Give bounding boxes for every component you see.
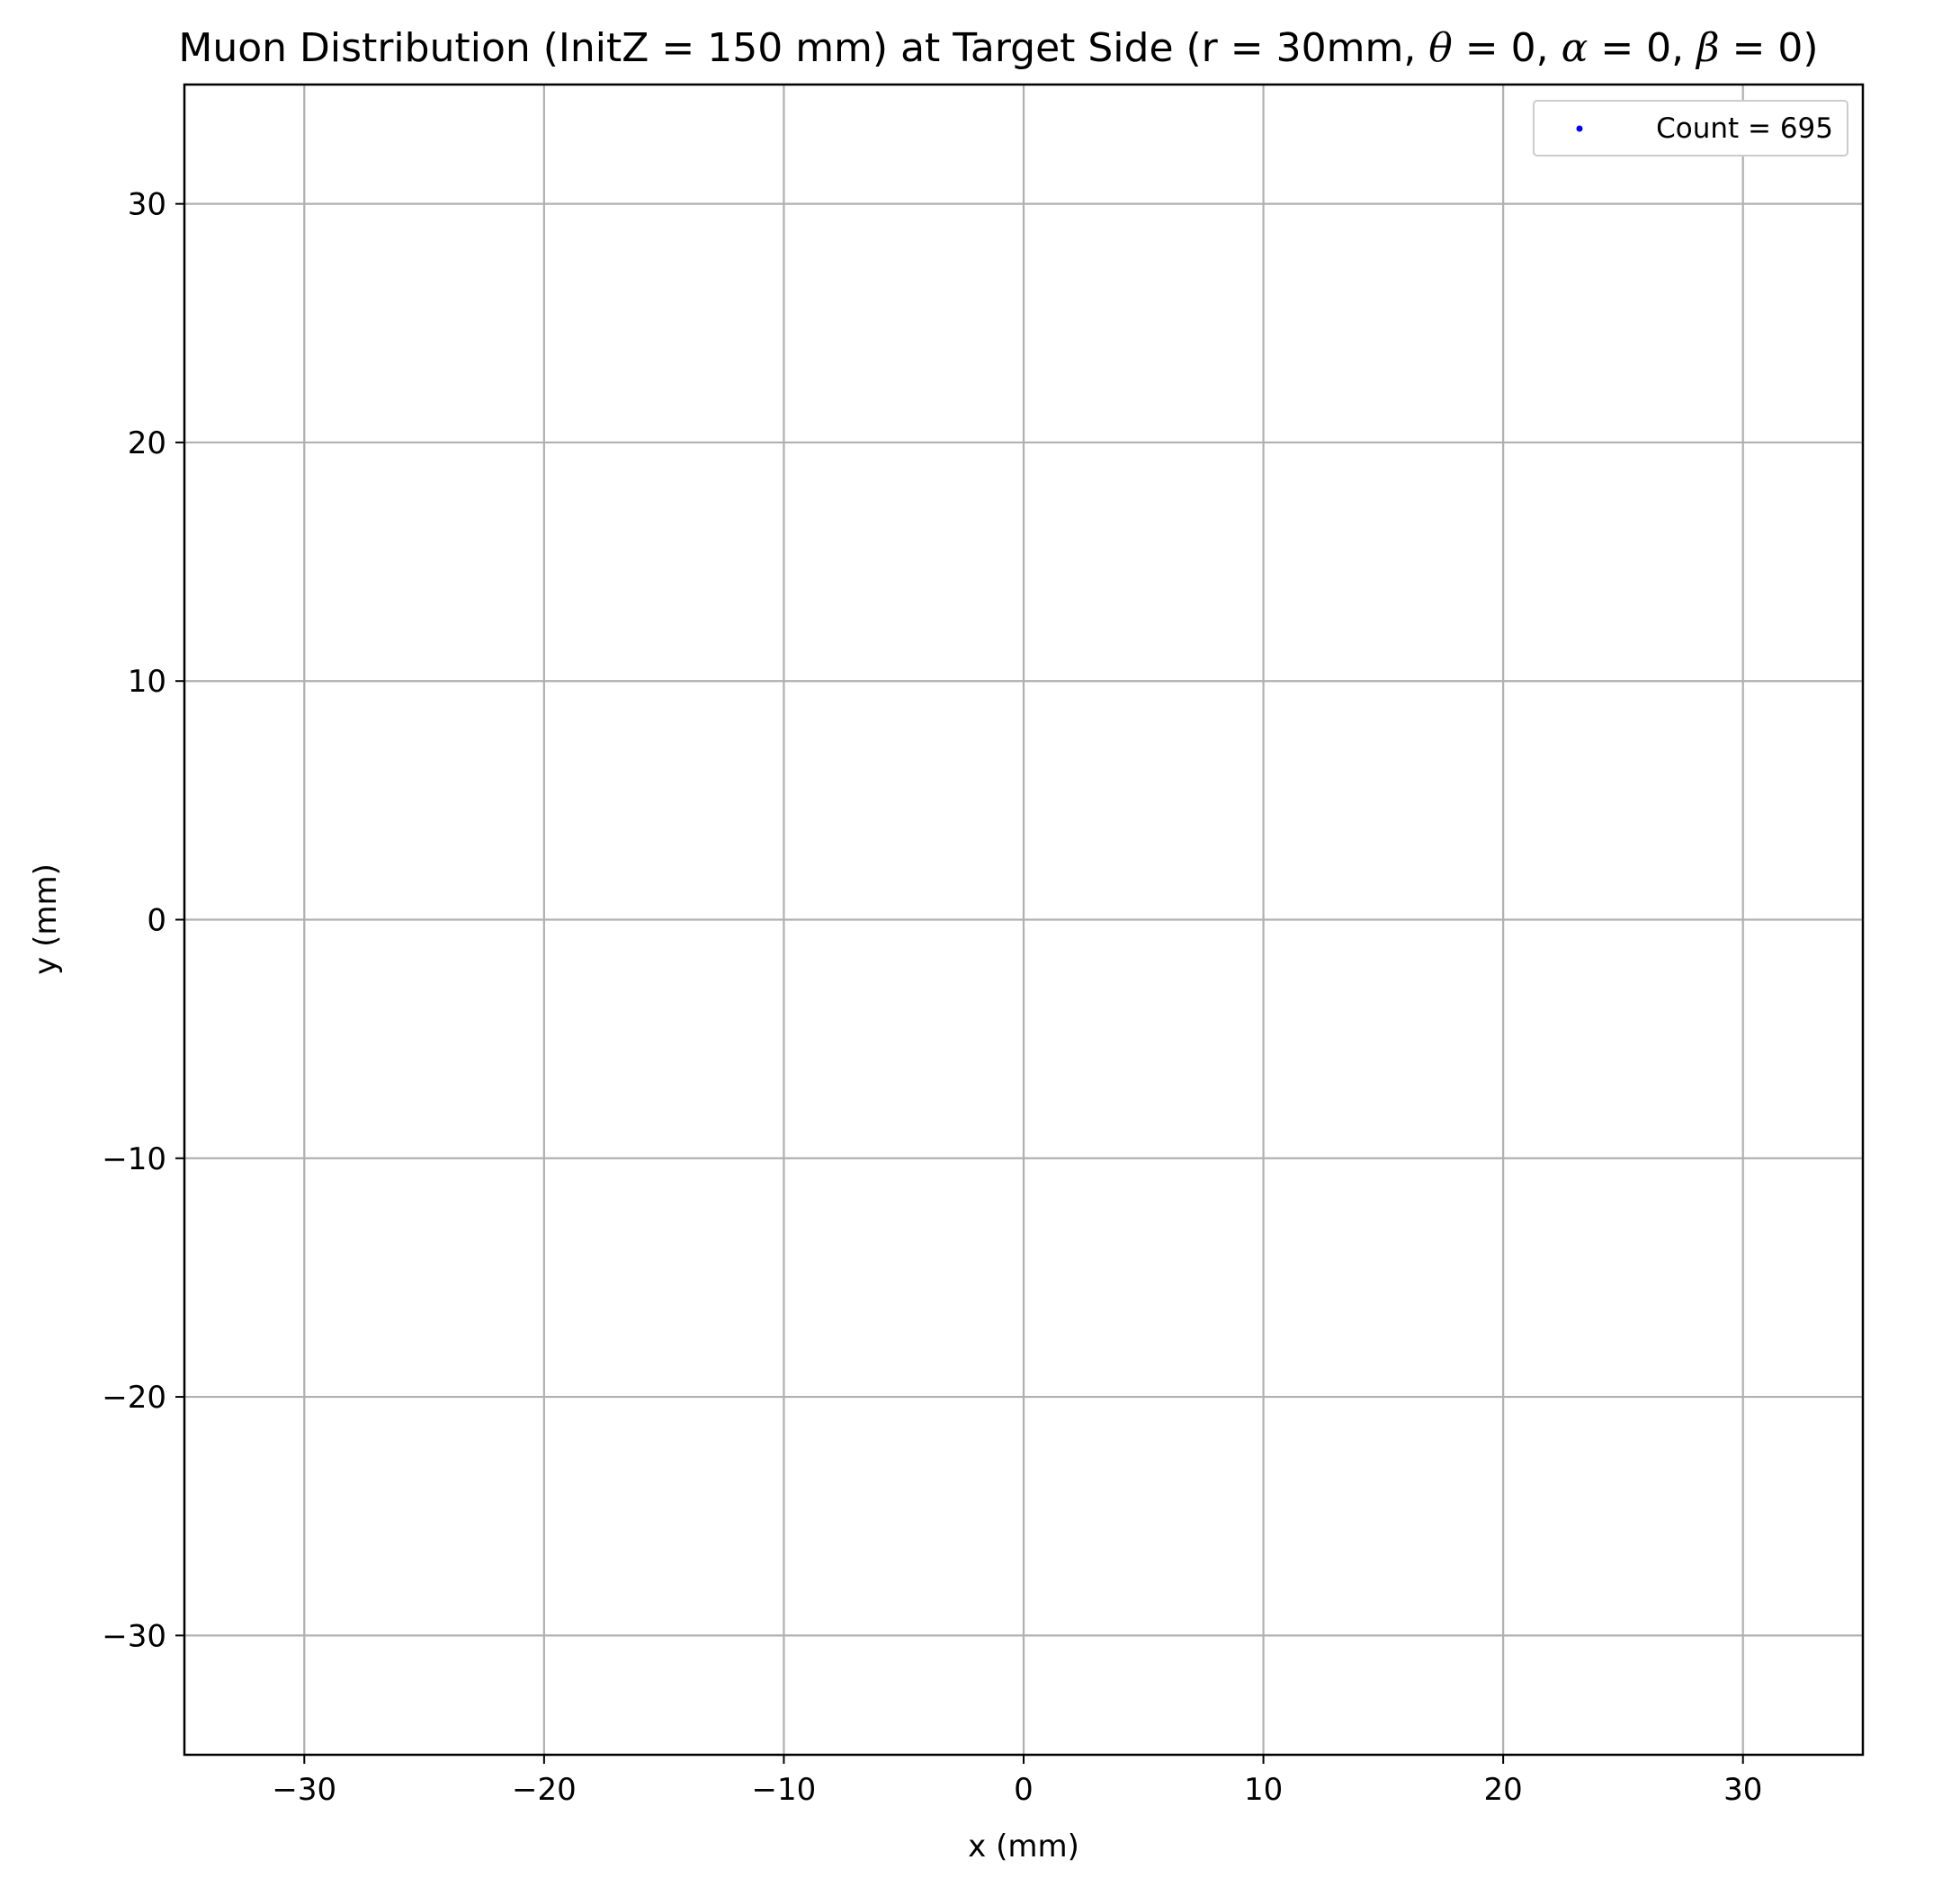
y-tick-label: 0 [147, 903, 166, 939]
x-tick-label: 30 [1723, 1772, 1762, 1808]
chart-title-prefix: Muon Distribution (InitZ = 150 mm) at Ta… [178, 25, 1428, 71]
legend-label: Count = 695 [1656, 112, 1833, 145]
chart-title-theta: θ [1428, 25, 1453, 71]
x-tick-label: −10 [752, 1772, 817, 1808]
grid [184, 85, 1863, 1755]
chart-title-beta: β [1695, 25, 1719, 71]
y-tick-label: −20 [102, 1380, 166, 1416]
chart-title-alpha: α [1562, 25, 1589, 71]
y-tick-label: 30 [128, 187, 166, 223]
legend-marker [1576, 125, 1583, 132]
axis-ticks: −30 −20 −10 0 10 20 30 −30 −20 −10 0 10 20 30 [102, 187, 1762, 1808]
legend: Count = 695 [1533, 100, 1848, 157]
chart-title-eq-2: = 0, [1588, 25, 1696, 71]
chart-title-eq-3: = 0) [1720, 25, 1819, 71]
chart-title-eq-1: = 0, [1453, 25, 1562, 71]
x-tick-label: 0 [1014, 1772, 1034, 1808]
y-tick-label: −30 [102, 1618, 166, 1654]
x-tick-label: 20 [1484, 1772, 1523, 1808]
x-axis-label: x (mm) [968, 1829, 1079, 1865]
x-tick-label: −30 [272, 1772, 336, 1808]
y-tick-label: 10 [128, 664, 166, 700]
chart-title: Muon Distribution (InitZ = 150 mm) at Ta… [178, 25, 1818, 71]
x-tick-label: 10 [1244, 1772, 1283, 1808]
x-tick-label: −20 [512, 1772, 577, 1808]
y-axis-label: y (mm) [28, 863, 64, 975]
y-tick-label: 20 [128, 425, 166, 461]
legend-frame [1533, 100, 1848, 157]
y-tick-label: −10 [102, 1141, 166, 1177]
